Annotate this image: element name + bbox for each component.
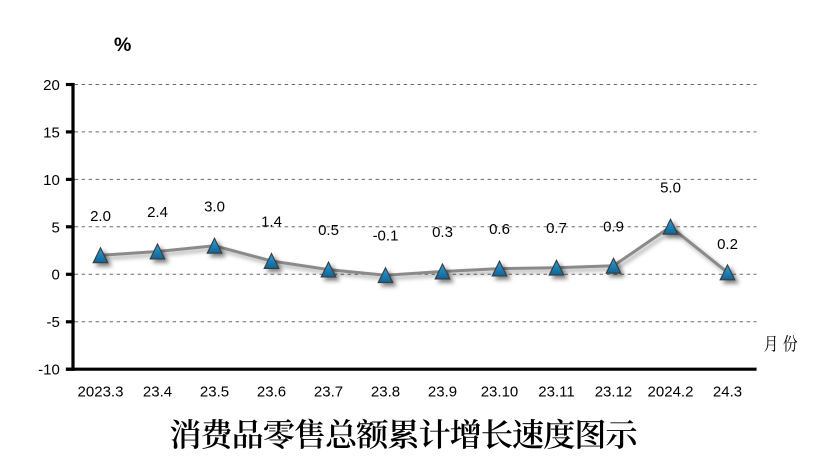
svg-text:24.3: 24.3 — [713, 383, 742, 400]
svg-text:0.7: 0.7 — [546, 220, 567, 237]
svg-text:%: % — [114, 34, 131, 56]
svg-text:23.11: 23.11 — [538, 383, 574, 400]
svg-text:2.0: 2.0 — [90, 208, 111, 225]
svg-text:23.12: 23.12 — [595, 383, 633, 400]
svg-text:10: 10 — [43, 172, 60, 189]
svg-text:5: 5 — [51, 219, 59, 236]
svg-text:1.4: 1.4 — [261, 214, 282, 231]
svg-text:5.0: 5.0 — [660, 179, 681, 196]
svg-text:15: 15 — [43, 124, 60, 141]
svg-text:0.3: 0.3 — [432, 224, 453, 241]
svg-text:3.0: 3.0 — [204, 198, 225, 215]
svg-text:0.5: 0.5 — [318, 222, 339, 239]
svg-text:0.6: 0.6 — [489, 221, 510, 238]
svg-text:23.4: 23.4 — [143, 383, 172, 400]
svg-text:23.10: 23.10 — [481, 383, 519, 400]
svg-text:23.5: 23.5 — [200, 383, 229, 400]
svg-text:20: 20 — [43, 77, 60, 94]
svg-text:-10: -10 — [38, 362, 60, 379]
svg-text:23.8: 23.8 — [371, 383, 400, 400]
svg-text:2023.3: 2023.3 — [78, 383, 124, 400]
svg-text:-0.1: -0.1 — [373, 228, 399, 245]
svg-text:-5: -5 — [46, 314, 59, 331]
svg-text:23.9: 23.9 — [428, 383, 457, 400]
svg-text:0: 0 — [51, 267, 59, 284]
svg-text:0.2: 0.2 — [717, 236, 738, 253]
svg-text:0.9: 0.9 — [603, 218, 624, 235]
svg-text:23.6: 23.6 — [257, 383, 286, 400]
svg-text:2.4: 2.4 — [147, 204, 168, 221]
svg-text:23.7: 23.7 — [314, 383, 343, 400]
svg-text:2024.2: 2024.2 — [648, 383, 694, 400]
